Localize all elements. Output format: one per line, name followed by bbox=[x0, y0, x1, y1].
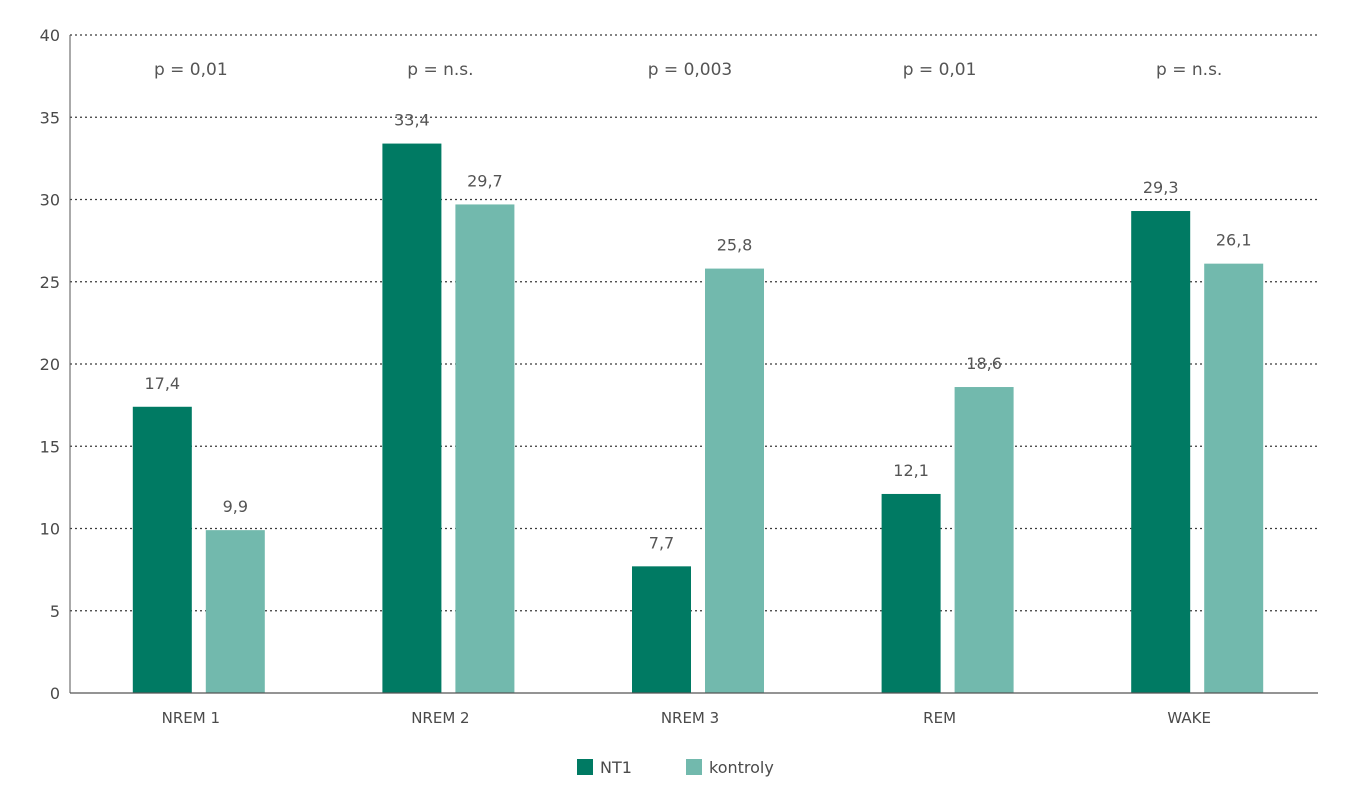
y-tick-label: 30 bbox=[40, 191, 60, 210]
legend-label: kontroly bbox=[709, 758, 774, 777]
bar bbox=[455, 204, 515, 693]
grid-lines bbox=[70, 34, 1318, 612]
y-tick-label: 15 bbox=[40, 437, 60, 456]
p-value-annotation: p = n.s. bbox=[407, 60, 473, 80]
value-labels: 17,4 9,9 33,4 29,7 7,7 25,8 12,1 18,6 29,3 26,1 bbox=[144, 111, 1251, 553]
data-label: 29,3 bbox=[1143, 178, 1179, 197]
y-tick-label: 40 bbox=[40, 26, 60, 45]
p-value-annotation: p = n.s. bbox=[1156, 60, 1222, 80]
bar bbox=[1131, 211, 1191, 693]
p-value-labels: p = 0,01 p = n.s. p = 0,003 p = 0,01 p = n.s… bbox=[154, 60, 1222, 80]
data-label: 9,9 bbox=[223, 497, 248, 516]
y-tick-label: 20 bbox=[40, 355, 60, 374]
y-tick-label: 35 bbox=[40, 108, 60, 127]
bars bbox=[132, 143, 1264, 693]
legend: NT1 kontroly bbox=[577, 758, 774, 777]
bar bbox=[705, 268, 764, 693]
data-label: 17,4 bbox=[144, 374, 180, 393]
data-label: 25,8 bbox=[717, 236, 753, 255]
bar bbox=[132, 406, 192, 693]
x-tick-label: NREM 1 bbox=[162, 709, 220, 727]
bar bbox=[954, 387, 1014, 693]
y-tick-label: 0 bbox=[50, 684, 60, 703]
y-tick-label: 25 bbox=[40, 273, 60, 292]
x-axis: NREM 1 NREM 2 NREM 3 REM WAKE bbox=[70, 692, 1318, 727]
x-tick-label: WAKE bbox=[1167, 709, 1211, 727]
y-tick-label: 10 bbox=[40, 520, 60, 539]
bar bbox=[205, 530, 265, 693]
data-label: 29,7 bbox=[467, 171, 503, 190]
legend-swatch bbox=[686, 759, 702, 775]
data-label: 33,4 bbox=[394, 111, 430, 130]
bar bbox=[1204, 263, 1264, 693]
p-value-annotation: p = 0,01 bbox=[903, 60, 977, 80]
x-tick-label: REM bbox=[923, 709, 956, 727]
bar bbox=[881, 493, 941, 693]
data-label: 12,1 bbox=[893, 461, 929, 480]
p-value-annotation: p = 0,003 bbox=[648, 60, 733, 80]
data-label: 26,1 bbox=[1216, 231, 1252, 250]
bar bbox=[632, 566, 691, 693]
p-value-annotation: p = 0,01 bbox=[154, 60, 228, 80]
x-tick-label: NREM 2 bbox=[411, 709, 469, 727]
x-tick-label: NREM 3 bbox=[661, 709, 719, 727]
bar bbox=[382, 143, 442, 693]
y-axis: 0 5 10 15 20 25 30 35 40 bbox=[40, 26, 71, 703]
legend-swatch bbox=[577, 759, 593, 775]
legend-label: NT1 bbox=[600, 758, 632, 777]
y-tick-label: 5 bbox=[50, 602, 60, 621]
data-label: 18,6 bbox=[966, 354, 1002, 373]
data-label: 7,7 bbox=[649, 533, 674, 552]
